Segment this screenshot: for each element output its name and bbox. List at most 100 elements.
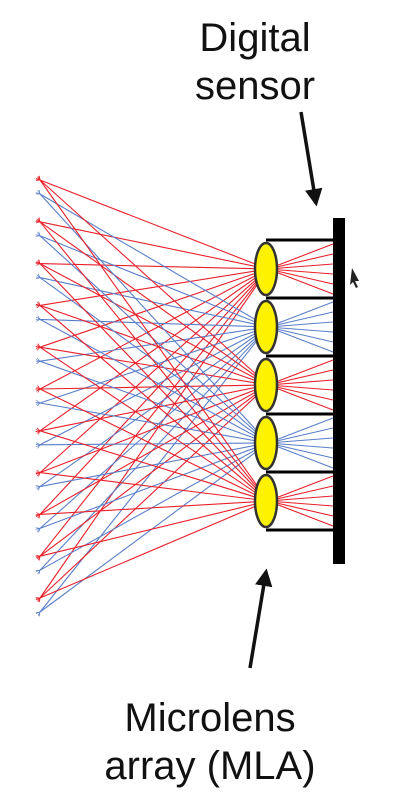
scene-ray: [40, 180, 269, 270]
sensor-ray: [267, 442, 334, 469]
microlens: [253, 415, 279, 471]
scene-ray: [40, 361, 269, 444]
sensor-ray: [267, 384, 334, 401]
microlens: [253, 241, 279, 297]
sensor-ray: [267, 442, 334, 449]
scene-ray: [40, 389, 269, 502]
digital-sensor-label-line2: sensor: [194, 64, 316, 108]
sensor-ray: [267, 495, 334, 502]
scene-ray: [40, 500, 269, 598]
digital-sensor-label: Digital sensor: [170, 14, 340, 110]
scene-ray: [40, 236, 269, 328]
sensor-ray: [267, 427, 334, 444]
scene-ray: [40, 180, 269, 386]
scene-ray: [40, 500, 269, 514]
scene-ray: [40, 268, 269, 305]
sensor-ray: [267, 253, 334, 270]
scene-ray: [40, 442, 269, 612]
sensor-ray: [267, 326, 334, 333]
sensor-ray: [267, 437, 334, 444]
scene-ray: [40, 326, 269, 445]
sensor-ray: [267, 379, 334, 386]
scene-ray: [40, 347, 269, 386]
scene-ray: [40, 268, 269, 556]
scene-ray: [40, 264, 269, 270]
scene-ray: [40, 384, 269, 514]
microlens-array-label-line2: array (MLA): [104, 744, 316, 788]
scene-ray: [40, 442, 269, 487]
scene-ray: [40, 236, 269, 444]
scene-ray: [40, 431, 269, 502]
microlens-array-label-line1: Microlens: [124, 696, 296, 740]
scene-ray: [40, 384, 269, 598]
scene-ray: [40, 326, 269, 570]
scene-ray: [40, 268, 269, 598]
scene-ray: [40, 268, 269, 347]
scene-ray: [40, 319, 269, 444]
sensor-ray: [267, 268, 334, 295]
sensor-ray: [267, 500, 334, 507]
scene-ray: [40, 326, 269, 487]
scene-ray: [40, 326, 269, 361]
sensor-ray: [267, 243, 334, 270]
scene-ray: [40, 222, 269, 502]
microlens-array: [253, 241, 279, 529]
scene-ray: [40, 278, 269, 444]
digital-sensor-label-line1: Digital: [199, 16, 311, 60]
scene-ray: [40, 268, 269, 514]
scene-ray: [40, 500, 269, 556]
mla-pointer-arrow: [248, 568, 273, 669]
sensor-ray: [267, 500, 334, 527]
microlens: [253, 299, 279, 355]
sensor-ray: [267, 500, 334, 517]
sensor-ray: [267, 442, 334, 459]
scene-ray: [40, 305, 269, 502]
scene-ray: [40, 442, 269, 528]
light-rays: [40, 180, 334, 612]
scene-ray: [40, 194, 269, 444]
scene-ray: [40, 305, 269, 386]
sensor-ray: [267, 359, 334, 386]
scene-ray: [40, 403, 269, 444]
mouse-cursor-icon: [350, 268, 359, 288]
scene-ray: [40, 384, 269, 556]
sensor-ray: [267, 326, 334, 343]
sensor-ray: [267, 384, 334, 411]
scene-ray: [40, 222, 269, 270]
sensor-ray: [267, 268, 334, 275]
microlens: [253, 473, 279, 529]
digital-sensor-bar: [333, 218, 345, 564]
microlens: [253, 357, 279, 413]
scene-ray: [40, 268, 269, 431]
scene-ray: [40, 268, 269, 473]
scene-ray: [40, 384, 269, 473]
sensor-ray: [267, 417, 334, 444]
lens-sensor-cells: [266, 238, 333, 532]
scene-ray: [40, 347, 269, 502]
sensor-ray: [267, 475, 334, 502]
scene-ray: [40, 222, 269, 386]
scene-ray: [40, 326, 269, 403]
sensor-ray: [267, 263, 334, 270]
sensor-ray: [267, 485, 334, 502]
scene-ray: [40, 180, 269, 502]
sensor-ray: [267, 301, 334, 328]
scene-ray: [40, 326, 269, 528]
scene-ray: [40, 326, 269, 612]
sensor-ray: [267, 384, 334, 391]
scene-ray: [40, 384, 269, 431]
sensor-ray: [267, 369, 334, 386]
scene-ray: [40, 442, 269, 570]
scene-ray: [40, 473, 269, 502]
sensor-ray: [267, 311, 334, 328]
sensor-ray: [267, 268, 334, 285]
scene-ray: [40, 442, 269, 445]
sensor-pointer-arrow: [299, 111, 323, 207]
sensor-ray: [267, 321, 334, 328]
scene-ray: [40, 264, 269, 386]
scene-ray: [40, 264, 269, 502]
scene-ray: [40, 194, 269, 328]
sensor-ray: [267, 326, 334, 353]
scene-ray: [40, 319, 269, 328]
